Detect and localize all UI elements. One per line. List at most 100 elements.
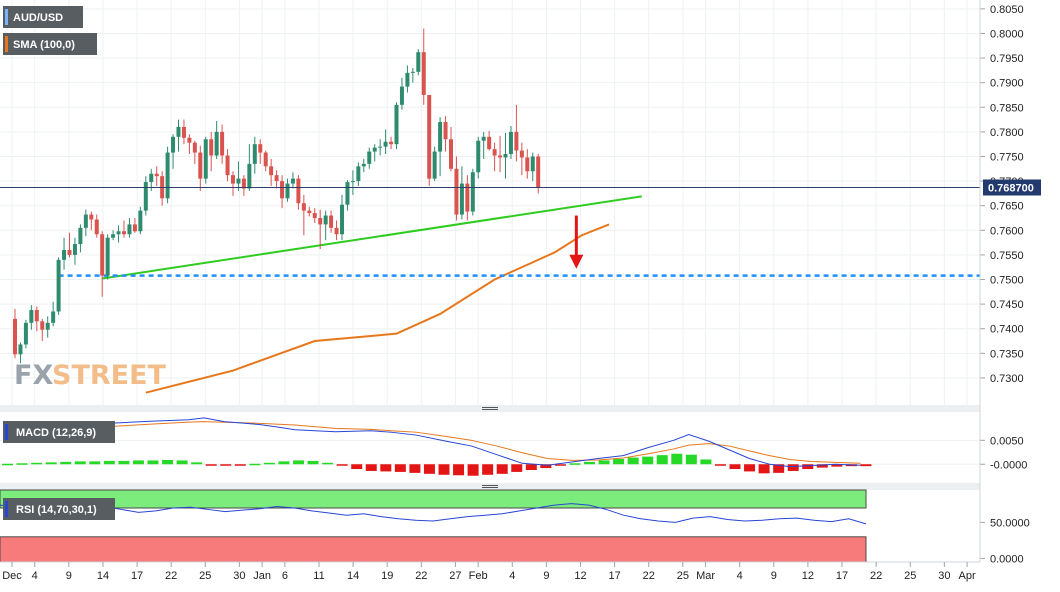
macd-histogram-bar: [394, 464, 406, 472]
candle-body: [438, 122, 443, 152]
candle-body: [274, 175, 279, 182]
macd-signal-line: [102, 421, 861, 464]
candle-body: [508, 131, 513, 155]
candle: [209, 131, 214, 172]
bearish-arrow-head: [569, 254, 584, 269]
candle-body: [192, 142, 197, 153]
x-tick-label: 30: [938, 570, 950, 582]
sma-layer: [145, 223, 610, 394]
candle-body: [465, 183, 470, 212]
x-tick-label: 22: [870, 570, 882, 582]
price-tick-label: 0.7550: [990, 250, 1024, 262]
sma-100-line: [145, 223, 610, 394]
candle-body: [149, 173, 154, 183]
x-tick-label: 27: [449, 570, 461, 582]
x-tick-label: 17: [131, 570, 143, 582]
candle: [465, 175, 470, 221]
candle-body: [405, 72, 410, 87]
candle-body: [421, 52, 426, 95]
candle: [56, 257, 61, 315]
candle-body: [432, 151, 437, 179]
x-tick-label: 22: [643, 570, 655, 582]
candle-body: [476, 140, 481, 173]
macd-legend[interactable]: MACD (12,26,9): [3, 421, 115, 443]
candle-body: [530, 156, 535, 172]
candle-body: [318, 218, 323, 225]
candle-body: [378, 146, 383, 148]
candle: [138, 206, 143, 235]
candle-body: [203, 139, 208, 179]
resize-handle-1[interactable]: [482, 407, 498, 410]
x-tick-label: 12: [574, 570, 586, 582]
candle: [323, 210, 328, 241]
candle: [154, 166, 159, 187]
candle: [181, 119, 186, 145]
candle-body: [503, 154, 508, 158]
macd-histogram-bar: [336, 464, 348, 466]
candle: [301, 194, 306, 236]
candle-body: [198, 152, 203, 179]
candle-body: [394, 104, 399, 145]
macd-histogram-bar: [191, 462, 203, 465]
candle-body: [220, 131, 225, 156]
candle-body: [269, 166, 274, 176]
candle: [438, 117, 443, 177]
rsi-legend[interactable]: RSI (14,70,30,1): [3, 498, 115, 520]
x-tick-label: 4: [509, 570, 515, 582]
macd-histogram-bar: [89, 461, 101, 465]
candle-body: [454, 168, 459, 215]
macd-histogram-bar: [714, 464, 726, 466]
price-tick-label: 0.7800: [990, 127, 1024, 139]
macd-main-line: [102, 417, 861, 468]
macd-histogram-bar: [598, 460, 610, 465]
x-tick-label: 11: [313, 570, 324, 582]
macd-histogram-bar: [584, 461, 595, 465]
resize-handle-2[interactable]: [482, 485, 498, 488]
candle-body: [236, 178, 241, 184]
macd-tick-label: 0.0050: [990, 435, 1024, 447]
candle: [536, 154, 541, 194]
macd-histogram-bar: [365, 464, 377, 471]
macd-histogram-bar: [118, 460, 130, 465]
macd-histogram-bar: [60, 461, 72, 465]
candle: [487, 130, 492, 151]
price-tick-label: 0.7850: [990, 102, 1024, 114]
candle-body: [519, 150, 524, 158]
candle-body: [40, 321, 45, 330]
candle: [247, 144, 252, 191]
candle: [530, 152, 535, 182]
candle: [263, 150, 268, 172]
price-grid: [0, 0, 980, 405]
sma-legend[interactable]: SMA (100,0): [3, 33, 97, 55]
candle: [508, 125, 513, 159]
candle: [329, 210, 334, 233]
macd-histogram-bar: [802, 464, 814, 470]
x-tick-label: 12: [802, 570, 814, 582]
x-tick-label: Mar: [696, 570, 715, 582]
candle-body: [247, 163, 252, 189]
candle-body: [116, 231, 121, 235]
candle: [241, 175, 246, 196]
candle-body: [427, 94, 432, 179]
candle: [296, 175, 301, 210]
candle: [127, 218, 132, 238]
candle-body: [296, 178, 301, 204]
candle-body: [51, 311, 56, 323]
candle-body: [383, 141, 388, 147]
macd-histogram-bar: [453, 464, 465, 476]
candle: [236, 161, 241, 191]
candle: [13, 309, 17, 359]
candle: [225, 149, 230, 182]
symbol-legend[interactable]: AUD/USD: [3, 6, 83, 28]
x-tick-label: 9: [771, 570, 777, 582]
x-tick-label: Dec: [2, 570, 22, 582]
symbol-label: AUD/USD: [13, 12, 63, 24]
candle: [143, 176, 148, 216]
macd-histogram-bar: [685, 454, 697, 465]
candle-body: [83, 214, 88, 228]
price-tick-label: 0.7300: [990, 373, 1024, 385]
candle-body: [209, 139, 214, 156]
candle-body: [143, 182, 148, 211]
candle-body: [470, 172, 475, 212]
